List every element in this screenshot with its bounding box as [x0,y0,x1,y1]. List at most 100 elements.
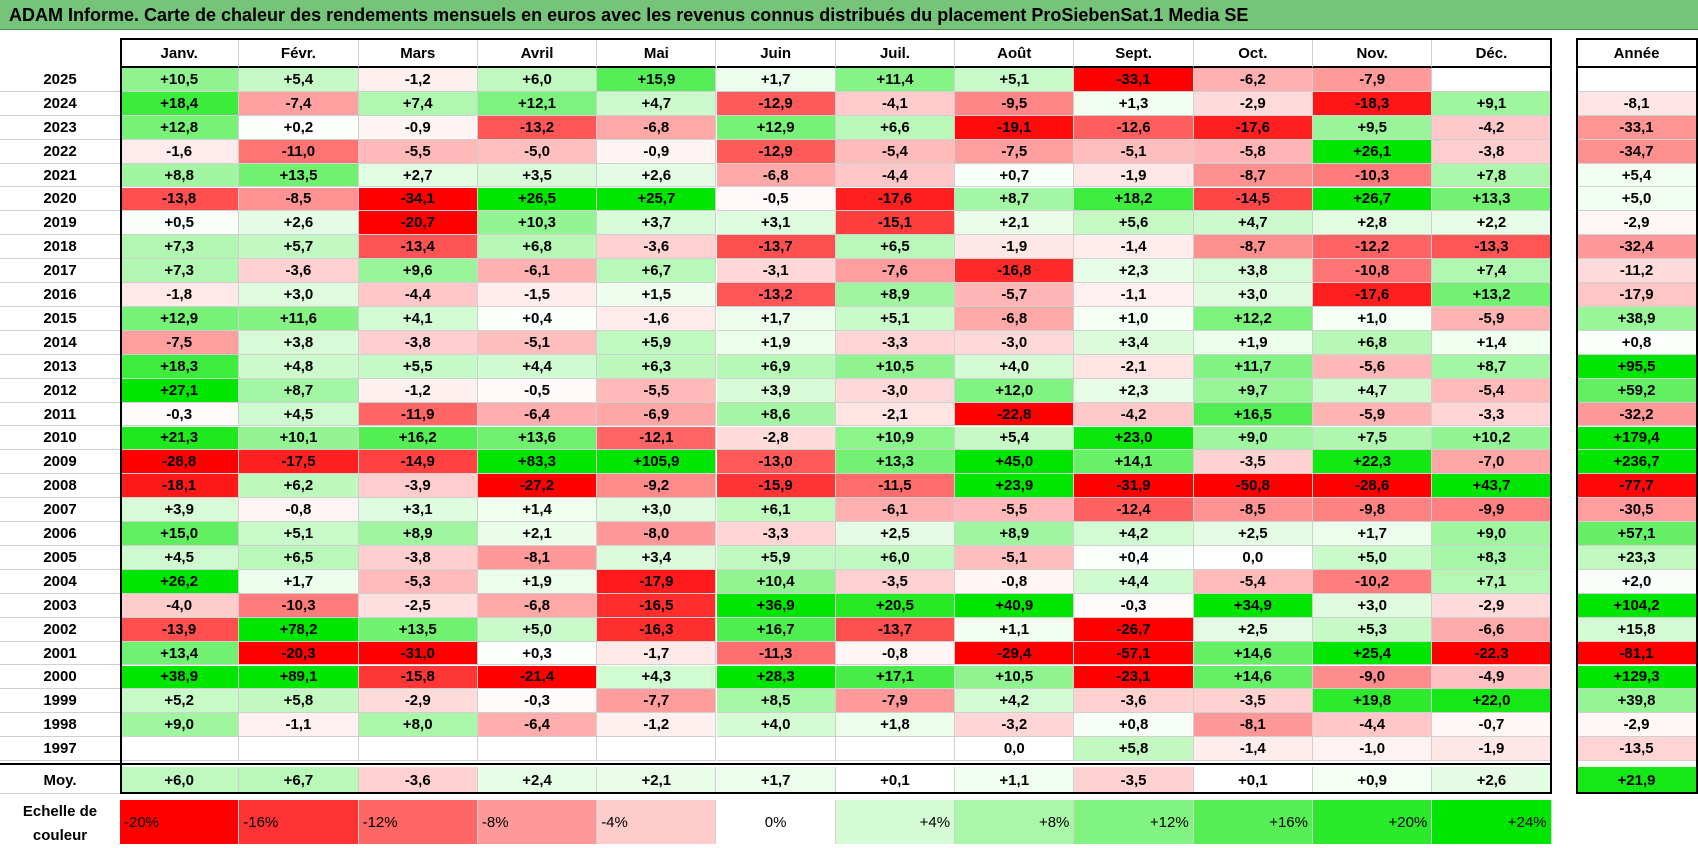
heatmap-cell: +3,1 [358,498,478,523]
year-label: 2019 [0,211,120,236]
heatmap-cell: -8,7 [1193,235,1313,260]
heatmap-cell: +4,4 [477,354,598,379]
heatmap-cell [477,737,598,762]
heatmap-cell: +2,6 [239,211,359,236]
heatmap-cell: +5,9 [716,546,836,570]
heatmap-cell: -11,5 [835,474,956,499]
heatmap-cell [835,737,956,762]
heatmap-cell: -6,1 [835,498,956,523]
heatmap-cell: -6,8 [716,163,836,188]
heatmap-cell: -26,7 [1074,617,1194,642]
heatmap-cell: +21,3 [120,426,240,451]
heatmap-cell: +6,7 [597,259,717,284]
heatmap-cell: 0,0 [1193,546,1313,570]
annual-cell: +179,4 [1576,426,1698,451]
heatmap-cell: -2,1 [835,402,956,427]
heatmap-cell: +2,3 [1074,378,1194,403]
heatmap-cell: -13,7 [835,617,956,642]
heatmap-cell: -1,4 [1193,737,1313,762]
average-cell: +2,4 [477,767,598,795]
heatmap-cell: -4,4 [1313,713,1433,738]
heatmap-cell: +5,7 [239,235,359,260]
heatmap-cell: +4,0 [716,713,836,738]
heatmap-cell: +26,2 [120,569,240,594]
heatmap-cell: -1,2 [597,713,717,738]
heatmap-cell: +5,0 [1313,546,1433,570]
heatmap-cell: +8,3 [1432,546,1552,570]
year-label: 2006 [0,522,120,546]
annual-cell: -30,5 [1576,498,1698,523]
year-label: 2023 [0,115,120,140]
heatmap-cell: -11,0 [239,139,359,164]
heatmap-cell: -0,7 [1432,713,1552,738]
month-header: Août [955,38,1075,68]
heatmap-cell: -9,9 [1432,498,1552,523]
heatmap-cell: +3,0 [1313,593,1433,618]
heatmap-cell: -1,9 [955,235,1075,260]
heatmap-cell: +10,1 [239,426,359,451]
heatmap-cell: +45,0 [955,450,1075,475]
month-header: Avril [477,38,598,68]
heatmap-cell: -10,3 [239,593,359,618]
heatmap-cell: +8,7 [1432,354,1552,379]
heatmap-cell: -21,4 [477,665,598,690]
heatmap-cell: +8,9 [358,522,478,546]
heatmap-cell: +5,8 [1074,737,1194,762]
heatmap-cell: +6,3 [597,354,717,379]
heatmap-cell: -12,9 [716,139,836,164]
month-header: Mars [358,38,478,68]
annual-cell: +104,2 [1576,593,1698,618]
heatmap-cell: +43,7 [1432,474,1552,499]
scale-step: +24% [1432,800,1552,844]
heatmap-cell: -4,2 [1432,115,1552,140]
heatmap-cell: -13,2 [477,115,598,140]
year-label: 2007 [0,498,120,523]
annual-cell: +23,3 [1576,546,1698,570]
year-label: 2025 [0,68,120,92]
annual-cell: +5,4 [1576,163,1698,188]
heatmap-cell: +1,0 [1074,307,1194,331]
annual-cell: +38,9 [1576,307,1698,331]
year-label: 1997 [0,737,120,762]
annual-cell: +59,2 [1576,378,1698,403]
heatmap-cell: +23,0 [1074,426,1194,451]
heatmap-cell: -12,4 [1074,498,1194,523]
heatmap-cell: +7,8 [1432,163,1552,188]
annual-cell: +39,8 [1576,689,1698,714]
heatmap-cell: -1,4 [1074,235,1194,260]
average-cell: +2,1 [597,767,717,795]
heatmap-cell: +11,6 [239,307,359,331]
heatmap-cell: -13,8 [120,187,240,212]
heatmap-cell: -3,6 [597,235,717,260]
heatmap-cell: -1,5 [477,283,598,307]
heatmap-cell: -5,9 [1313,402,1433,427]
heatmap-cell: +9,6 [358,259,478,284]
heatmap-cell: +0,4 [1074,546,1194,570]
heatmap-cell: -2,5 [358,593,478,618]
annual-cell: +236,7 [1576,450,1698,475]
heatmap-cell: +2,5 [1193,617,1313,642]
heatmap-cell: -1,7 [597,641,717,666]
heatmap-cell: +5,8 [239,689,359,714]
month-header: Oct. [1193,38,1313,68]
heatmap-cell: -1,6 [597,307,717,331]
heatmap-cell: +6,2 [239,474,359,499]
heatmap-cell: -5,1 [1074,139,1194,164]
heatmap-cell: +13,3 [835,450,956,475]
heatmap-cell: -34,1 [358,187,478,212]
month-header: Févr. [239,38,359,68]
year-label: 2004 [0,569,120,594]
heatmap-cell: +4,7 [597,91,717,116]
heatmap-cell: -12,1 [597,426,717,451]
heatmap-cell: +7,3 [120,235,240,260]
heatmap-cell: +1,7 [716,307,836,331]
year-label: 1998 [0,713,120,738]
heatmap-cell: +13,4 [120,641,240,666]
heatmap-cell: +26,7 [1313,187,1433,212]
heatmap-cell: +14,1 [1074,450,1194,475]
heatmap-cell: -17,9 [597,569,717,594]
month-header: Mai [597,38,717,68]
heatmap-cell: -19,1 [955,115,1075,140]
average-cell: -3,6 [358,767,478,795]
heatmap-cell: +1,9 [716,330,836,355]
